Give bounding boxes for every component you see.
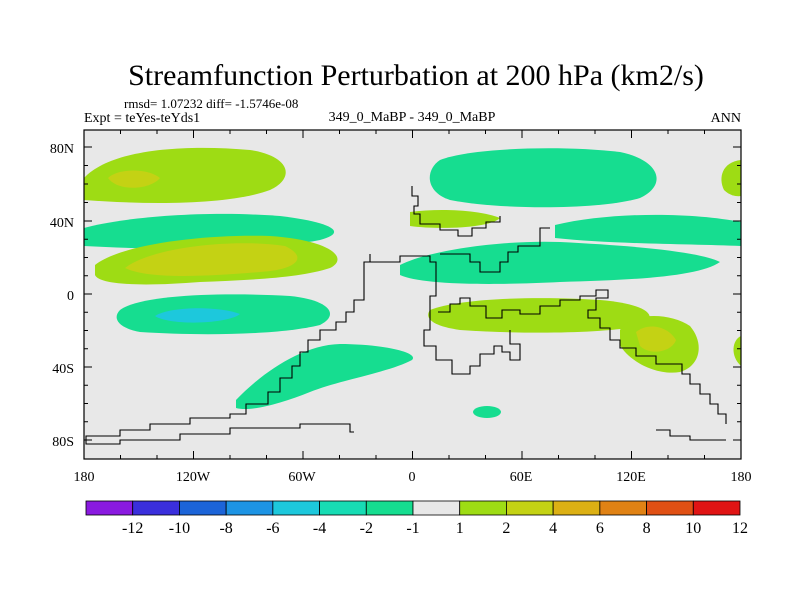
colorbar-label: -12 — [122, 520, 143, 537]
coastline-europe — [411, 186, 501, 237]
x-tick-label: 120E — [616, 470, 646, 485]
colorbar-swatch — [319, 500, 367, 516]
positive-feature-subtropical-pacific-core — [125, 243, 298, 276]
colorbar-label: 1 — [456, 520, 464, 537]
x-tick-label: 60E — [510, 470, 533, 485]
colorbar-label: 8 — [643, 520, 651, 537]
colorbar-swatch — [412, 500, 461, 516]
negative-feature-tropical-pacific-core — [155, 308, 240, 323]
colorbar-label: 12 — [732, 520, 748, 537]
coastline-africa — [370, 255, 521, 375]
chart-subtitle: 349_0_MaBP - 349_0_MaBP — [329, 110, 496, 125]
coastline-new-zealand — [656, 429, 726, 441]
season-label: ANN — [711, 111, 741, 126]
colorbar-swatch — [692, 500, 741, 516]
colorbar-swatch — [85, 500, 134, 516]
colorbar-swatch — [365, 500, 414, 516]
x-tick-label: 0 — [409, 470, 416, 485]
negative-feature-north-pacific-east — [555, 214, 741, 246]
y-axis: 80N 40N 0 40S 80S — [50, 142, 74, 450]
plot-area — [83, 129, 742, 460]
colorbar-labels: -12 -10 -8 -6 -4 -2 -1 1 2 4 6 8 10 12 — [122, 520, 748, 537]
y-tick-label: 0 — [67, 289, 74, 304]
negative-feature-asia-subtropics — [400, 241, 720, 284]
colorbar-swatch — [132, 500, 180, 516]
colorbar-label: 4 — [549, 520, 557, 537]
colorbar-swatch — [272, 500, 320, 516]
coastline-americas — [85, 254, 371, 445]
negative-feature-south-atlantic — [236, 344, 414, 410]
colorbar-swatches — [85, 500, 741, 516]
y-tick-label: 80N — [50, 142, 74, 157]
x-tick-label: 180 — [731, 470, 752, 485]
colorbar-label: -8 — [219, 520, 232, 537]
positive-feature-australia-core — [636, 326, 676, 352]
colorbar: -12 -10 -8 -6 -4 -2 -1 1 2 4 6 8 10 12 — [85, 500, 748, 537]
colorbar-label: -2 — [360, 520, 373, 537]
colorbar-label: -4 — [313, 520, 326, 537]
positive-feature-east-edge-south — [733, 336, 741, 366]
coastlines — [85, 186, 727, 445]
contour-fills — [84, 147, 741, 418]
colorbar-swatch — [552, 500, 601, 516]
colorbar-swatch — [599, 500, 647, 516]
positive-feature-indian-ocean — [428, 298, 650, 333]
colorbar-label: -6 — [266, 520, 279, 537]
experiment-label: Expt = teYes-teYds1 — [84, 111, 200, 126]
chart-title: Streamfunction Perturbation at 200 hPa (… — [128, 59, 704, 92]
negative-feature-north-atlantic-arctic — [429, 148, 657, 208]
colorbar-swatch — [179, 500, 227, 516]
y-tick-label: 40S — [52, 362, 74, 377]
colorbar-swatch — [225, 500, 274, 516]
x-axis: 180 120W 60W 0 60E 120E 180 — [74, 470, 752, 485]
colorbar-label: -1 — [406, 520, 419, 537]
x-tick-label: 180 — [74, 470, 95, 485]
coastline-indonesia-australia — [438, 289, 727, 424]
colorbar-label: 10 — [685, 520, 701, 537]
colorbar-label: 6 — [596, 520, 604, 537]
y-tick-label: 40N — [50, 216, 74, 231]
x-tick-label: 60W — [288, 470, 316, 485]
coastline-asia — [440, 227, 550, 273]
y-tick-label: 80S — [52, 435, 74, 450]
colorbar-label: -10 — [169, 520, 190, 537]
colorbar-swatch — [506, 500, 554, 516]
axis-ticks — [83, 130, 742, 459]
colorbar-swatch — [646, 500, 694, 516]
x-tick-label: 120W — [176, 470, 211, 485]
positive-feature-north-pacific — [84, 147, 286, 203]
stats-text: rmsd= 1.07232 diff= -1.5746e-08 — [124, 96, 298, 111]
positive-feature-europe — [410, 210, 500, 228]
positive-feature-north-pacific-core — [108, 170, 160, 188]
colorbar-swatch — [459, 500, 507, 516]
negative-feature-southern-ocean — [473, 406, 501, 418]
positive-feature-east-edge — [721, 160, 741, 197]
colorbar-label: 2 — [502, 520, 510, 537]
